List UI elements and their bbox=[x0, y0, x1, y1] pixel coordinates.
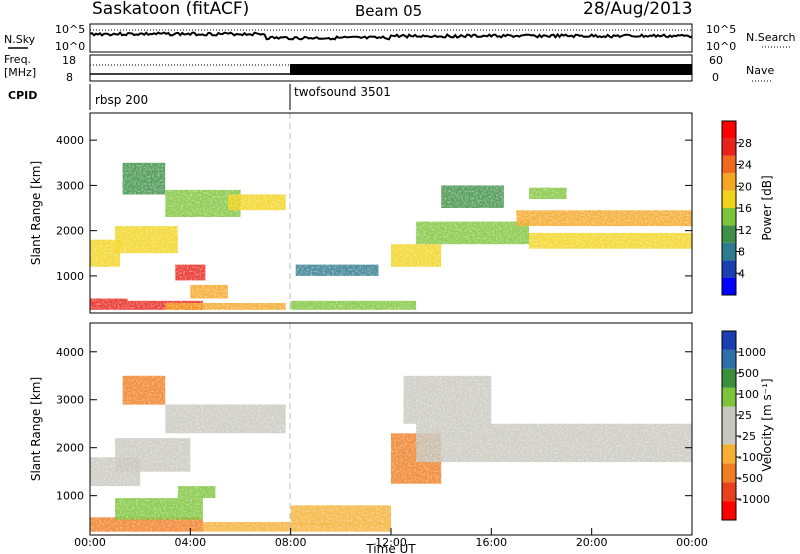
date-title: 28/Aug/2013 bbox=[583, 0, 693, 19]
freq-panel: Freq. [MHz] 18 8 60 0 Nave bbox=[4, 53, 774, 84]
time-tick-label-5: 20:00 bbox=[576, 536, 608, 549]
velocity-colorbar-segment-1 bbox=[722, 482, 736, 502]
power-colorbar-tick-label-3: 16 bbox=[738, 202, 752, 215]
time-tick-label-4: 16:00 bbox=[475, 536, 507, 549]
power-colorbar-tick-label-4: 20 bbox=[738, 180, 752, 193]
nsky-tick-top: 10^5 bbox=[55, 23, 85, 36]
nsky-trace bbox=[89, 31, 693, 41]
time-tick-label-2: 08:00 bbox=[275, 536, 307, 549]
time-tick-label-1: 04:00 bbox=[174, 536, 206, 549]
velocity-ytick-label-0: 1000 bbox=[56, 490, 84, 503]
velocity-ytick-label-2: 3000 bbox=[56, 394, 84, 407]
time-tick-label-0: 00:00 bbox=[74, 536, 106, 549]
power-colorbar-segment-6 bbox=[722, 173, 736, 191]
power-colorbar-segment-5 bbox=[722, 190, 736, 208]
velocity-colorbar-segment-6 bbox=[722, 387, 736, 407]
freq-label: Freq. bbox=[4, 53, 31, 66]
velocity-colorbar-tick-label-5: 100 bbox=[738, 388, 759, 401]
freq-tick-top: 18 bbox=[62, 54, 76, 67]
freq-unit-label: [MHz] bbox=[4, 66, 36, 79]
power-colorbar-tick-label-0: 4 bbox=[738, 267, 745, 280]
power-colorbar-segment-7 bbox=[722, 155, 736, 174]
station-title: Saskatoon (fitACF) bbox=[92, 0, 249, 19]
cpid-label: CPID bbox=[8, 89, 37, 102]
power-colorbar-label: Power [dB] bbox=[760, 175, 774, 240]
velocity-colorbar-tick-label-4: 25 bbox=[738, 409, 752, 422]
velocity-colorbar-segment-2 bbox=[722, 463, 736, 483]
power-colorbar: 4 8 12 16 20 24 28 Power [dB] bbox=[721, 120, 774, 296]
velocity-colorbar-label: Velocity [m s⁻¹] bbox=[760, 378, 774, 471]
power-ytick-label-2: 3000 bbox=[56, 179, 84, 192]
nsearch-label: N.Search bbox=[746, 31, 796, 44]
cpid-panel: CPID rbsp 200 twofsound 3501 bbox=[8, 84, 391, 110]
power-colorbar-tick-label-5: 24 bbox=[738, 159, 752, 172]
nsky-panel: N.Sky 10^5 10^0 10^5 10^0 N.Search bbox=[4, 23, 796, 53]
beam-title: Beam 05 bbox=[355, 2, 422, 20]
nsky-tick-bottom: 10^0 bbox=[55, 40, 85, 53]
velocity-ylabel: Slant Range [km] bbox=[29, 377, 43, 481]
nave-label: Nave bbox=[746, 64, 774, 77]
power-colorbar-segment-3 bbox=[722, 225, 736, 243]
power-ytick-label-1: 2000 bbox=[56, 225, 84, 238]
nsky-label: N.Sky bbox=[4, 33, 36, 46]
nsky-right-tick-bottom: 10^0 bbox=[706, 40, 736, 53]
cpid-entry-rbsp: rbsp 200 bbox=[95, 93, 148, 107]
power-colorbar-segment-4 bbox=[722, 208, 736, 226]
velocity-ytick-label-3: 4000 bbox=[56, 346, 84, 359]
velocity-colorbar-segment-5 bbox=[722, 406, 736, 426]
velocity-colorbar-tick-label-2: -100 bbox=[738, 451, 763, 464]
cpid-entry-twofsound: twofsound 3501 bbox=[294, 85, 391, 99]
power-ytick-label-3: 4000 bbox=[56, 134, 84, 147]
power-colorbar-tick-label-2: 12 bbox=[738, 224, 752, 237]
velocity-colorbar-segment-4 bbox=[722, 425, 736, 445]
velocity-colorbar-tick-label-7: 1000 bbox=[738, 346, 766, 359]
power-colorbar-segment-8 bbox=[722, 138, 736, 156]
velocity-xlabel: Time UT bbox=[365, 542, 416, 554]
power-colorbar-tick-label-1: 8 bbox=[738, 246, 745, 259]
velocity-panel: 1000 2000 3000 4000 00:00 04:00 08:00 12:00 16:… bbox=[29, 322, 708, 554]
power-panel: 1000 2000 3000 4000 Slant Range [km] bbox=[29, 112, 693, 314]
velocity-colorbar-segment-8 bbox=[722, 349, 736, 369]
velocity-colorbar-tick-label-1: -500 bbox=[738, 472, 763, 485]
velocity-colorbar-segment-7 bbox=[722, 368, 736, 388]
power-colorbar-segment-1 bbox=[722, 260, 736, 278]
nave-tick-top: 60 bbox=[709, 54, 723, 67]
velocity-colorbar-tick-label-0: -1000 bbox=[738, 493, 770, 506]
time-tick-label-6: 00:00 bbox=[676, 536, 708, 549]
time-tick-label-3: 12:00 bbox=[375, 536, 407, 549]
power-colorbar-tick-label-6: 28 bbox=[738, 137, 752, 150]
velocity-colorbar-segment-3 bbox=[722, 444, 736, 464]
freq-tick-bottom: 8 bbox=[66, 71, 73, 84]
velocity-ytick-label-1: 2000 bbox=[56, 442, 84, 455]
velocity-colorbar: -1000 -500 -100 -25 25 100 500 1000 Velocity [m… bbox=[721, 330, 774, 521]
power-colorbar-segment-0 bbox=[722, 277, 736, 295]
power-colorbar-segment-2 bbox=[722, 242, 736, 261]
velocity-colorbar-tick-label-6: 500 bbox=[738, 367, 759, 380]
velocity-colorbar-segment-0 bbox=[722, 501, 736, 520]
velocity-colorbar-tick-label-3: -25 bbox=[738, 430, 756, 443]
power-ylabel: Slant Range [km] bbox=[29, 161, 43, 265]
nave-tick-bottom: 0 bbox=[712, 71, 719, 84]
velocity-colorbar-segment-9 bbox=[722, 331, 736, 350]
nsky-right-tick-top: 10^5 bbox=[706, 23, 736, 36]
power-colorbar-segment-9 bbox=[722, 121, 736, 139]
power-ytick-label-0: 1000 bbox=[56, 270, 84, 283]
